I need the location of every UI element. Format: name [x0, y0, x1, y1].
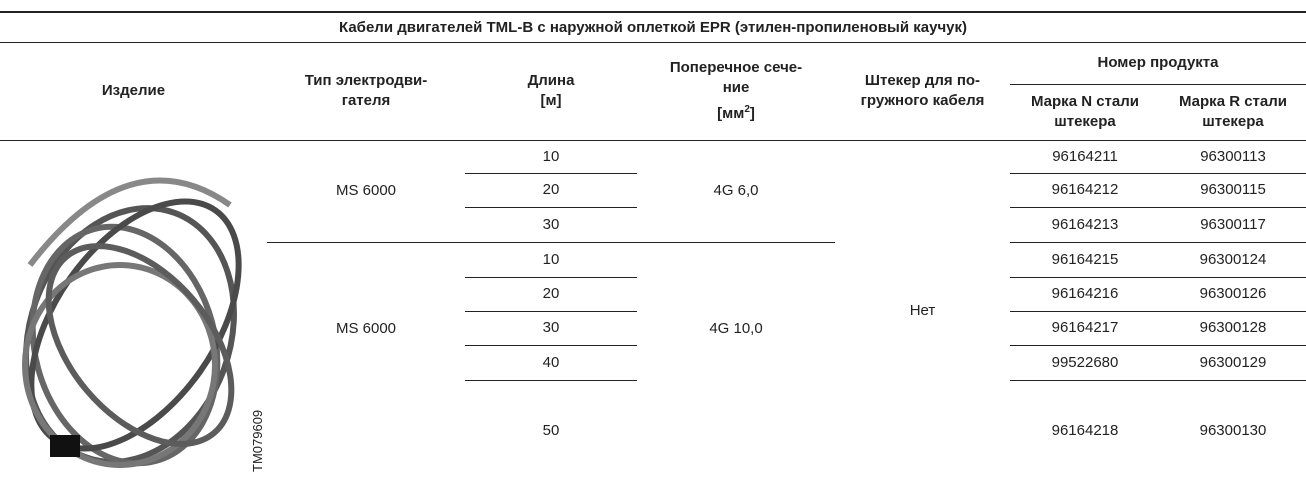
header-cell: Марка N стали штекера [1010, 86, 1160, 138]
length-cell: 20 [465, 277, 637, 311]
number-cell: 96164213 [1010, 207, 1160, 242]
number-cell: 96300128 [1160, 311, 1306, 345]
number-cell: 96300130 [1160, 380, 1306, 482]
section-cell: 4G 10,0 [637, 242, 835, 415]
number-cell: 96300113 [1160, 140, 1306, 173]
length-cell: 30 [465, 311, 637, 345]
number-cell: 96164216 [1010, 277, 1160, 311]
length-cell: 30 [465, 207, 637, 242]
motor-cell: MS 6000 [267, 140, 465, 242]
header-cell: Изделие [0, 42, 267, 140]
table-title: Кабели двигателей TML-B с наружной оплет… [0, 13, 1306, 42]
header-text: Поперечное сече- ние [670, 58, 802, 98]
number-cell: 96164217 [1010, 311, 1160, 345]
number-cell: 96164212 [1010, 173, 1160, 207]
header-cell: Штекер для по- гружного кабеля [835, 42, 1010, 140]
length-cell: 20 [465, 173, 637, 207]
length-cell: 10 [465, 242, 637, 277]
page: Кабели двигателей TML-B с наружной оплет… [0, 0, 1306, 482]
plug-cell: Нет [835, 140, 1010, 482]
motor-cell: MS 6000 [267, 242, 465, 415]
section-cell: 4G 6,0 [637, 140, 835, 242]
rule [1010, 84, 1306, 85]
length-cell: 50 [465, 380, 637, 482]
number-cell: 96300124 [1160, 242, 1306, 277]
number-cell: 99522680 [1010, 345, 1160, 380]
number-cell: 96164218 [1010, 380, 1160, 482]
number-cell: 96300126 [1160, 277, 1306, 311]
image-code: TM079609 [250, 382, 265, 472]
number-cell: 96164211 [1010, 140, 1160, 173]
number-cell: 96300115 [1160, 173, 1306, 207]
number-cell: 96300117 [1160, 207, 1306, 242]
header-cell: Марка R стали штекера [1160, 86, 1306, 138]
header-cell: Номер продукта [1010, 44, 1306, 82]
header-cell: Тип электродви- гателя [267, 42, 465, 140]
header-cell: Поперечное сече- ние [мм2] [637, 42, 835, 140]
unit: ] [750, 105, 755, 122]
cable-image [10, 145, 250, 480]
header-unit: [мм2] [717, 100, 755, 124]
length-cell: 40 [465, 345, 637, 380]
header-cell: Длина [м] [465, 42, 637, 140]
unit: [мм [717, 105, 744, 122]
number-cell: 96300129 [1160, 345, 1306, 380]
number-cell: 96164215 [1010, 242, 1160, 277]
plug-icon [50, 435, 80, 457]
length-cell: 10 [465, 140, 637, 173]
